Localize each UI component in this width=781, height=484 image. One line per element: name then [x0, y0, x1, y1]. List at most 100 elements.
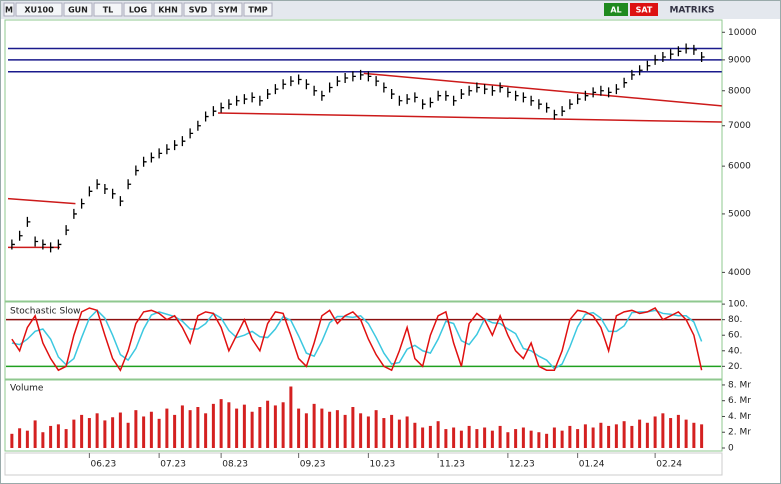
volume-bar: [320, 408, 324, 448]
volume-bar: [545, 433, 549, 448]
toolbar-label: GUN: [68, 6, 88, 15]
volume-bar: [258, 407, 262, 448]
price-bar: [189, 128, 194, 139]
sell-button[interactable]: [630, 3, 658, 16]
volume-bar: [95, 413, 99, 448]
volume-bar: [118, 412, 122, 448]
toolbar-button[interactable]: [15, 2, 63, 17]
price-bar: [654, 54, 659, 65]
buy-button[interactable]: [604, 3, 628, 16]
volume-bar: [560, 430, 564, 448]
price-panel: [4, 19, 723, 302]
price-bar: [88, 186, 93, 197]
toolbar-label: TMP: [248, 6, 267, 15]
volume-bar: [475, 429, 479, 448]
price-bar: [576, 94, 581, 105]
price-bar: [104, 183, 108, 194]
toolbar-button[interactable]: [183, 2, 213, 17]
x-axis-strip: [4, 452, 723, 476]
volume-bar: [103, 420, 107, 448]
volume-bar: [80, 414, 84, 448]
volume-bar: [514, 429, 518, 448]
price-bar: [65, 225, 70, 236]
price-bar: [406, 94, 411, 105]
volume-bar: [622, 421, 626, 448]
volume-bar: [653, 416, 657, 448]
price-bar: [49, 242, 54, 253]
volume-bar: [490, 430, 494, 448]
price-bar: [266, 89, 271, 100]
volume-bar: [142, 416, 146, 448]
stoch-line: [11, 307, 703, 372]
price-bar: [73, 208, 77, 219]
y-tick-label: 8. Mr: [728, 380, 751, 390]
stoch-panel: [4, 301, 723, 380]
price-bar: [328, 82, 333, 93]
price-bar: [631, 69, 635, 80]
x-tick-label: 09.23: [300, 460, 326, 470]
price-bar: [522, 92, 527, 103]
volume-bar: [134, 410, 138, 448]
toolbar-button[interactable]: [93, 2, 123, 17]
price-bar: [135, 165, 139, 176]
price-bar: [445, 90, 449, 101]
volume-bar: [521, 427, 525, 448]
price-bar: [173, 140, 178, 151]
toolbar-button[interactable]: [153, 2, 183, 17]
toolbar-button[interactable]: [63, 2, 93, 17]
price-bar: [561, 106, 566, 117]
price-bar: [383, 82, 387, 93]
price-bar: [235, 95, 240, 106]
volume-bar: [242, 404, 246, 448]
price-bar: [398, 95, 403, 106]
brand: MATRIKS: [669, 6, 714, 16]
price-bar: [460, 89, 465, 100]
trend-line: [218, 112, 722, 123]
volume-bar: [273, 405, 277, 448]
x-tick-label: 10.23: [369, 460, 395, 470]
volume-bar: [335, 410, 339, 448]
y-tick-label: 2. Mr: [728, 428, 751, 438]
toolbar-button[interactable]: [243, 2, 273, 17]
volume-bar: [397, 419, 401, 448]
volume-bar: [281, 402, 285, 448]
volume-bar: [149, 411, 153, 448]
volume-bar: [638, 419, 642, 448]
price-bar: [553, 109, 558, 120]
volume-bar: [157, 418, 161, 448]
toolbar-button[interactable]: [123, 2, 153, 17]
volume-bar: [684, 419, 688, 448]
price-bar: [452, 95, 457, 106]
volume-bar: [126, 422, 130, 448]
price-bar: [530, 95, 535, 106]
x-tick-label: 06.23: [90, 460, 116, 470]
price-bar: [181, 136, 186, 147]
volume-bar: [304, 413, 308, 448]
volume-bar: [219, 399, 223, 448]
price-bar: [359, 69, 364, 80]
price-bar: [414, 92, 418, 103]
price-bar: [251, 92, 256, 103]
trend-line: [7, 197, 76, 205]
volume-bar: [614, 424, 618, 448]
price-bar: [127, 179, 132, 190]
price-bar: [150, 152, 155, 163]
toolbar-button[interactable]: [213, 2, 243, 17]
toolbar-label: SYM: [218, 6, 238, 15]
price-bar: [607, 87, 612, 98]
price-bar: [34, 236, 39, 247]
volume-bar: [250, 411, 254, 448]
toolbar-label: LOG: [129, 6, 147, 15]
price-bar: [166, 144, 170, 155]
volume-bar: [180, 405, 184, 448]
toolbar-button[interactable]: [3, 2, 15, 17]
price-bar: [499, 82, 504, 93]
y-tick-label: 6000: [728, 162, 751, 172]
y-tick-label: 4. Mr: [728, 412, 751, 422]
price-bar: [700, 51, 705, 62]
volume-bar: [10, 433, 14, 448]
price-bar: [142, 156, 147, 167]
price-bar: [507, 87, 511, 98]
